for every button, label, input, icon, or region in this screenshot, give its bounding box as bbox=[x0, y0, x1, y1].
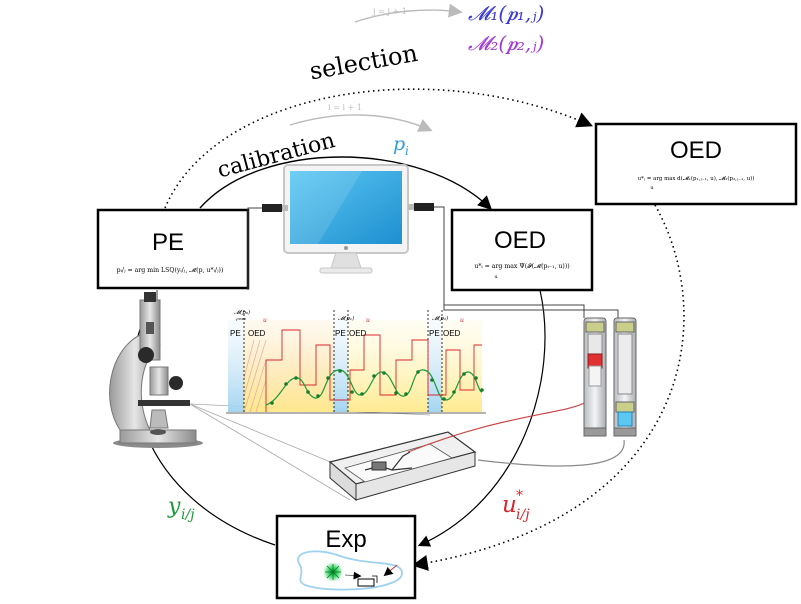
phase-label-oed-3: OED bbox=[443, 329, 461, 338]
pe-formula: pᵢ/ⱼ = arg min LSQ(yᵢ/ⱼ, 𝓜(p, u*ᵢ/ⱼ)) bbox=[117, 267, 224, 274]
usb-cable-right bbox=[408, 203, 619, 318]
oed-middle-formula: u*ᵢ = arg max Ψ(𝓕(𝓜(pᵢ₋₁, u))) bbox=[474, 263, 569, 270]
oed-middle-title: OED bbox=[494, 227, 546, 254]
tubing-grey bbox=[477, 439, 625, 467]
calibration-counter-text: i = i + 1 bbox=[328, 103, 362, 112]
input-label: u * i/j bbox=[502, 488, 530, 523]
phase-oed-2 bbox=[348, 320, 428, 412]
time-tag-0: tᵀᴾᴼᴱᴰ bbox=[236, 317, 246, 322]
u-tag-3: u bbox=[460, 317, 464, 324]
oed-top-formula-sub: u bbox=[650, 185, 654, 191]
model-tag-2: 𝓜(p₂) bbox=[432, 315, 448, 322]
pe-box: PE pᵢ/ⱼ = arg min LSQ(yᵢ/ⱼ, 𝓜(p, u*ᵢ/ⱼ)) bbox=[96, 208, 250, 290]
selection-counter-text: j = j + 1 bbox=[372, 7, 407, 16]
svg-text:i/j: i/j bbox=[516, 507, 530, 523]
phase-label-pe-2: PE bbox=[335, 329, 346, 338]
oed-top-formula: u*ⱼ = arg max d(𝓜₁(p₁,ⱼ₋₁, u), 𝓜₂(p₂,ⱼ₋₁… bbox=[638, 175, 755, 182]
u-tag-1: u bbox=[263, 317, 267, 324]
phase-oed-3 bbox=[442, 320, 482, 412]
exp-title: Exp bbox=[325, 526, 366, 553]
oed-middle-box: OED u*ᵢ = arg max Ψ(𝓕(𝓜(pᵢ₋₁, u))) u bbox=[450, 208, 594, 292]
oed-middle-formula-sub: u bbox=[494, 274, 498, 280]
oed-to-exp-arc bbox=[417, 289, 546, 547]
computer-monitor-icon bbox=[283, 164, 409, 274]
exp-channel bbox=[297, 550, 403, 591]
model-1-label: 𝓜₁(𝒑₁,ⱼ) bbox=[468, 1, 544, 25]
selection-label: selection bbox=[307, 39, 419, 86]
u-tag-2: u bbox=[366, 317, 370, 324]
svg-text:i: i bbox=[405, 144, 409, 158]
syringe-pump-right-icon bbox=[613, 317, 637, 437]
cell-star-icon bbox=[325, 564, 341, 580]
measurement-points bbox=[270, 369, 484, 405]
exp-box: Exp bbox=[275, 514, 417, 600]
phase-label-oed-2: OED bbox=[349, 329, 367, 338]
oed-top-title: OED bbox=[670, 137, 722, 164]
phase-label-oed-1: OED bbox=[248, 329, 266, 338]
signal-step-icon bbox=[357, 578, 375, 587]
phase-label-pe-3: PE bbox=[429, 329, 440, 338]
microscope-icon bbox=[109, 292, 203, 448]
pe-title: PE bbox=[152, 229, 184, 256]
svg-text:*: * bbox=[516, 488, 523, 504]
model-tag-1: 𝓜(p₁) bbox=[338, 315, 354, 322]
svg-text:p: p bbox=[393, 133, 405, 155]
phase-pe-2 bbox=[334, 320, 348, 412]
phase-pe-3 bbox=[428, 320, 442, 412]
measurement-label: y i/j bbox=[167, 494, 195, 523]
oed-top-box: OED u*ⱼ = arg max d(𝓜₁(p₁,ⱼ₋₁, u), 𝓜₂(p₂… bbox=[594, 122, 798, 206]
model-tag-0: 𝓜(p₀) bbox=[234, 309, 250, 316]
model-2-label: 𝓜₂(𝒑₂,ⱼ) bbox=[468, 31, 544, 55]
calibration-counter-arrow bbox=[289, 114, 433, 132]
input-step-trace bbox=[265, 329, 482, 412]
svg-text:y: y bbox=[167, 494, 181, 519]
svg-text:i/j: i/j bbox=[181, 507, 195, 523]
syringe-pump-left-icon bbox=[583, 317, 607, 437]
microfluidic-chip-icon bbox=[328, 431, 477, 502]
svg-text:u: u bbox=[502, 492, 517, 518]
phase-label-pe-1: PE bbox=[230, 329, 241, 338]
selection-counter-arrow bbox=[354, 3, 463, 23]
experiment-profile-chart: PE OED PE OED PE OED 𝓜(p₀) tᵀᴾᴼᴱᴰ 𝓜(p₁) … bbox=[226, 309, 486, 414]
phase-pe-1 bbox=[228, 320, 244, 412]
parameter-label: p i bbox=[393, 133, 409, 158]
calibration-loop-arc bbox=[199, 156, 493, 210]
